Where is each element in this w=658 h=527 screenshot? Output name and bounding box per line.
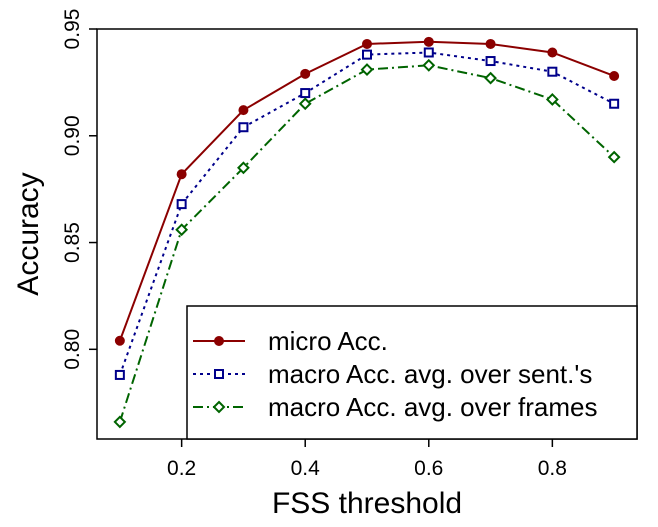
data-point-square bbox=[300, 88, 311, 99]
data-point-circle bbox=[114, 335, 125, 346]
data-point-square bbox=[214, 369, 224, 379]
x-tick-label: 0.4 bbox=[291, 457, 321, 480]
data-point-square bbox=[423, 47, 434, 58]
data-point-circle bbox=[547, 47, 558, 58]
data-point-diamond bbox=[212, 400, 226, 414]
series-line bbox=[118, 51, 615, 376]
data-point-circle bbox=[609, 70, 620, 81]
y-tick-label: 0.80 bbox=[61, 329, 84, 370]
data-point-square bbox=[485, 56, 496, 67]
legend-label: micro Acc. bbox=[268, 326, 388, 356]
data-point-circle bbox=[176, 169, 187, 180]
data-point-square bbox=[362, 49, 372, 60]
data-point-diamond bbox=[113, 415, 127, 429]
data-point-circle bbox=[238, 105, 249, 116]
data-point-circle bbox=[362, 38, 372, 49]
x-tick-label: 0.8 bbox=[538, 457, 567, 480]
y-axis-title: Accuracy bbox=[12, 172, 45, 295]
y-tick-label: 0.90 bbox=[61, 115, 84, 156]
data-point-circle bbox=[214, 336, 224, 346]
legend: micro Acc.macro Acc. avg. over sent.'sma… bbox=[186, 305, 638, 440]
data-point-circle bbox=[423, 36, 434, 47]
data-point-square bbox=[238, 122, 249, 133]
data-point-circle bbox=[485, 38, 496, 49]
data-point-square bbox=[547, 66, 558, 77]
data-point-square bbox=[609, 98, 620, 109]
data-point-diamond bbox=[422, 58, 436, 72]
data-point-diamond bbox=[545, 93, 559, 106]
legend-label: macro Acc. avg. over frames bbox=[268, 392, 597, 422]
legend-label: macro Acc. avg. over sent.'s bbox=[268, 359, 592, 389]
x-tick-label: 0.2 bbox=[167, 457, 196, 480]
data-point-diamond bbox=[484, 71, 497, 85]
x-tick-label: 0.6 bbox=[414, 457, 443, 480]
data-point-diamond bbox=[298, 97, 312, 111]
data-point-square bbox=[114, 369, 125, 380]
data-point-square bbox=[176, 199, 187, 210]
x-axis-title: FSS threshold bbox=[272, 487, 462, 520]
y-tick-label: 0.95 bbox=[61, 9, 84, 50]
data-point-circle bbox=[300, 68, 311, 79]
series-line bbox=[118, 40, 615, 342]
data-point-diamond bbox=[607, 150, 621, 164]
data-point-diamond bbox=[175, 223, 189, 237]
legend-box bbox=[186, 305, 638, 440]
data-point-diamond bbox=[360, 63, 374, 76]
data-point-diamond bbox=[237, 161, 250, 175]
y-tick-label: 0.85 bbox=[61, 222, 84, 263]
